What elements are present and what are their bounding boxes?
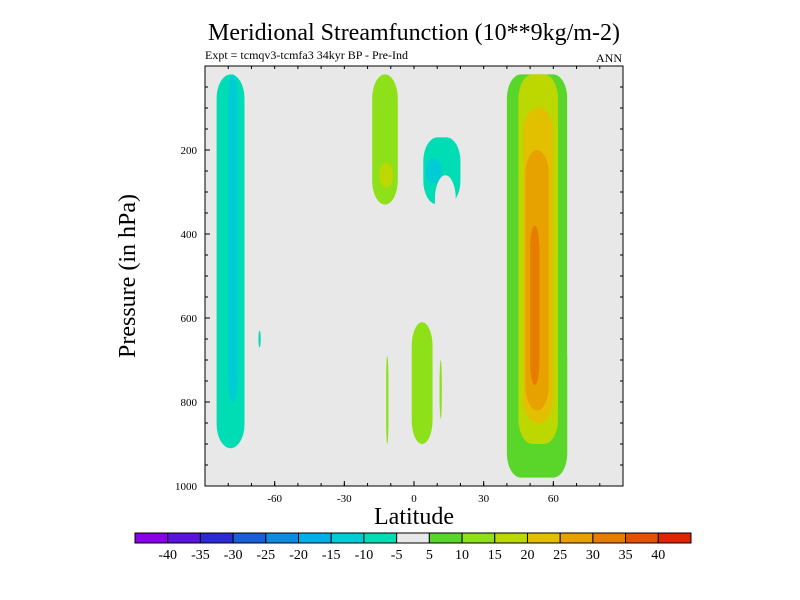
- x-tick-label: 30: [478, 493, 490, 505]
- colorbar-label: 20: [520, 548, 534, 563]
- y-tick-label: 1000: [175, 481, 198, 493]
- colorbar-swatch: [134, 532, 169, 544]
- plot-area: [204, 65, 624, 487]
- colorbar-swatch: [396, 532, 430, 544]
- colorbar-label: 25: [553, 548, 567, 563]
- colorbar-swatch: [232, 532, 267, 544]
- y-tick-label: 200: [181, 145, 198, 157]
- colorbar-label: -25: [256, 548, 275, 563]
- colorbar-swatch: [526, 532, 561, 544]
- y-tick-label: 400: [181, 229, 198, 241]
- colorbar-label: -10: [355, 548, 374, 563]
- contour-nh-right-cyan: [567, 74, 586, 377]
- x-tick-label: -30: [337, 493, 352, 505]
- y-axis-label: Pressure (in hPa): [115, 194, 141, 358]
- x-tick-label: 0: [411, 493, 417, 505]
- colorbar-swatch: [494, 532, 528, 544]
- y-tick-label: 800: [181, 397, 198, 409]
- colorbar-swatch: [363, 532, 398, 544]
- colorbar-swatch: [199, 532, 234, 544]
- colorbar-label: 35: [619, 548, 633, 563]
- contour-nh-cell-30: [530, 225, 540, 386]
- contour-trop-green-sliver: [439, 360, 442, 419]
- contour-regions: [216, 74, 586, 478]
- colorbar: -40 -35 -30 -25 -20 -15 -10 -5 5 10 15 20 25 30 35 40: [134, 532, 692, 563]
- colorbar-label: -35: [191, 548, 210, 563]
- colorbar-swatch: [592, 532, 627, 544]
- colorbar-swatch: [625, 532, 659, 544]
- colorbar-swatch: [298, 532, 332, 544]
- contour-low-green: [411, 322, 433, 444]
- contour-upper-green-core: [379, 162, 394, 188]
- colorbar-label: 10: [455, 548, 469, 563]
- x-axis-ticks: -60 -30 0 30 60: [227, 66, 601, 505]
- chart-title: Meridional Streamfunction (10**9kg/m-2): [208, 20, 620, 46]
- contour-sh-green-sliver: [386, 355, 389, 444]
- colorbar-label: -20: [289, 548, 308, 563]
- colorbar-label: 15: [488, 548, 502, 563]
- colorbar-label: 30: [586, 548, 600, 563]
- y-tick-label: 600: [181, 313, 198, 325]
- colorbar-label: 5: [426, 548, 433, 563]
- chart-subtitle-right: ANN: [596, 51, 622, 65]
- chart-subtitle-left: Expt = tcmqv3-tcmfa3 34kyr BP - Pre-Ind: [205, 48, 408, 62]
- contour-trop-cyan-core: [425, 158, 442, 184]
- contour-sh-cell-core: [228, 74, 238, 403]
- x-tick-label: 60: [548, 493, 560, 505]
- colorbar-swatch: [167, 532, 201, 544]
- colorbar-label: -40: [158, 548, 177, 563]
- colorbar-label: -30: [224, 548, 243, 563]
- colorbar-swatch: [428, 532, 463, 544]
- colorbar-label: -15: [322, 548, 341, 563]
- colorbar-swatch: [330, 532, 365, 544]
- y-axis-ticks: 200 400 600 800 1000: [175, 86, 623, 493]
- x-axis-label: Latitude: [374, 504, 454, 530]
- colorbar-swatch: [559, 532, 594, 544]
- contour-mid-cyan: [434, 175, 456, 335]
- contour-nh-cyan: [467, 171, 489, 411]
- x-tick-label: -60: [267, 493, 282, 505]
- colorbar-swatch: [461, 532, 496, 544]
- colorbar-label: 40: [651, 548, 665, 563]
- colorbar-label: -5: [391, 548, 403, 563]
- colorbar-swatch: [657, 532, 692, 544]
- colorbar-swatch: [265, 532, 300, 544]
- contour-sh-small: [258, 330, 261, 348]
